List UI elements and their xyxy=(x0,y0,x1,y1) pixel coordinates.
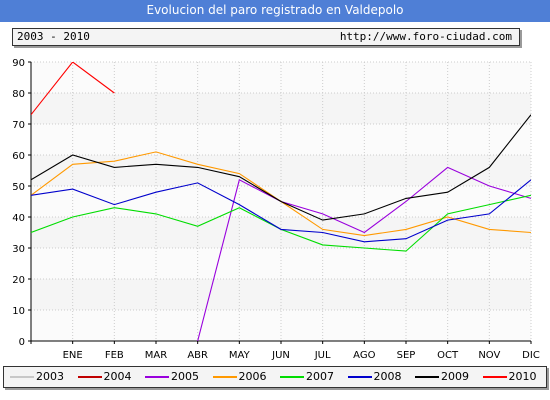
info-box: 2003 - 2010 http://www.foro-ciudad.com xyxy=(12,28,520,46)
x-tick-label: AGO xyxy=(353,350,375,361)
x-tick-label: MAR xyxy=(145,350,167,361)
legend-label: 2006 xyxy=(238,370,267,383)
legend-label: 2010 xyxy=(508,370,537,383)
legend-item-2003: 2003 xyxy=(4,367,71,387)
series-line-2008 xyxy=(31,179,531,243)
x-tick-label: ENE xyxy=(63,350,83,361)
legend-label: 2007 xyxy=(306,370,334,383)
x-tick-label: MAY xyxy=(229,350,251,361)
legend-item-2006: 2006 xyxy=(207,367,274,387)
legend-swatch xyxy=(77,376,102,378)
legend-label: 2004 xyxy=(103,370,132,383)
series-line-2010 xyxy=(31,62,115,116)
y-tick-label: 0 xyxy=(19,337,25,348)
legend-label: 2003 xyxy=(36,370,64,383)
legend-swatch xyxy=(415,376,439,378)
x-tick-label: JUN xyxy=(271,350,290,361)
x-tick-label: SEP xyxy=(397,350,416,361)
legend-item-2004: 2004 xyxy=(72,367,139,387)
y-tick-label: 20 xyxy=(12,275,25,286)
series-line-2009 xyxy=(31,114,531,221)
legend-item-2008: 2008 xyxy=(342,367,409,387)
legend-item-2005: 2005 xyxy=(139,367,206,387)
y-tick-label: 50 xyxy=(12,182,25,193)
source-url: http://www.foro-ciudad.com xyxy=(339,30,512,43)
legend-item-2007: 2007 xyxy=(274,367,341,387)
x-tick-label: JUL xyxy=(314,350,331,361)
legend-item-2010: 2010 xyxy=(477,367,544,387)
chart-title: Evolucion del paro registrado en Valdepo… xyxy=(146,3,404,17)
y-tick-label: 30 xyxy=(12,244,25,255)
y-tick-label: 70 xyxy=(12,120,25,131)
y-tick-label: 80 xyxy=(12,89,25,100)
legend-label: 2005 xyxy=(171,370,199,383)
legend-item-2009: 2009 xyxy=(409,367,476,387)
year-range: 2003 - 2010 xyxy=(17,30,90,43)
x-tick-label: OCT xyxy=(437,350,459,361)
legend-swatch xyxy=(482,376,507,378)
legend-swatch xyxy=(212,376,237,378)
legend-swatch xyxy=(10,376,34,378)
legend-swatch xyxy=(347,376,372,378)
legend-label: 2008 xyxy=(373,370,402,383)
legend-swatch xyxy=(280,376,304,378)
x-tick-label: ABR xyxy=(187,350,208,361)
y-tick-label: 60 xyxy=(12,151,25,162)
x-tick-label: NOV xyxy=(478,350,500,361)
y-tick-label: 40 xyxy=(12,213,25,224)
chart-legend: 2003 2004 2005 2006 2007 2008 2009 2010 xyxy=(3,366,547,388)
legend-label: 2009 xyxy=(441,370,469,383)
y-tick-label: 10 xyxy=(12,306,25,317)
title-bar: Evolucion del paro registrado en Valdepo… xyxy=(0,0,550,22)
series-line-2005 xyxy=(197,166,531,341)
y-tick-label: 90 xyxy=(12,58,25,69)
x-tick-label: FEB xyxy=(105,350,124,361)
legend-swatch xyxy=(145,376,169,378)
x-tick-label: DIC xyxy=(522,350,540,361)
